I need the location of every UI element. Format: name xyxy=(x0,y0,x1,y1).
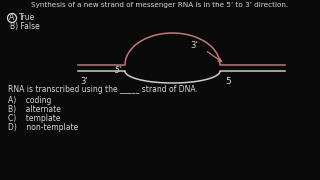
Text: True: True xyxy=(19,14,35,22)
Text: A)    coding: A) coding xyxy=(8,96,52,105)
Text: D)    non-template: D) non-template xyxy=(8,123,78,132)
Text: B) False: B) False xyxy=(10,21,40,30)
Text: B)    alternate: B) alternate xyxy=(8,105,61,114)
Text: 5: 5 xyxy=(225,77,231,86)
Text: 5’: 5’ xyxy=(115,66,122,75)
Text: RNA is transcribed using the _____ strand of DNA.: RNA is transcribed using the _____ stran… xyxy=(8,85,198,94)
Text: 3’: 3’ xyxy=(190,41,198,50)
Text: 3’: 3’ xyxy=(80,77,88,86)
Text: Synthesis of a new strand of messenger RNA is in the 5’ to 3’ direction.: Synthesis of a new strand of messenger R… xyxy=(31,2,289,8)
Text: A: A xyxy=(9,14,15,22)
Text: C)    template: C) template xyxy=(8,114,60,123)
